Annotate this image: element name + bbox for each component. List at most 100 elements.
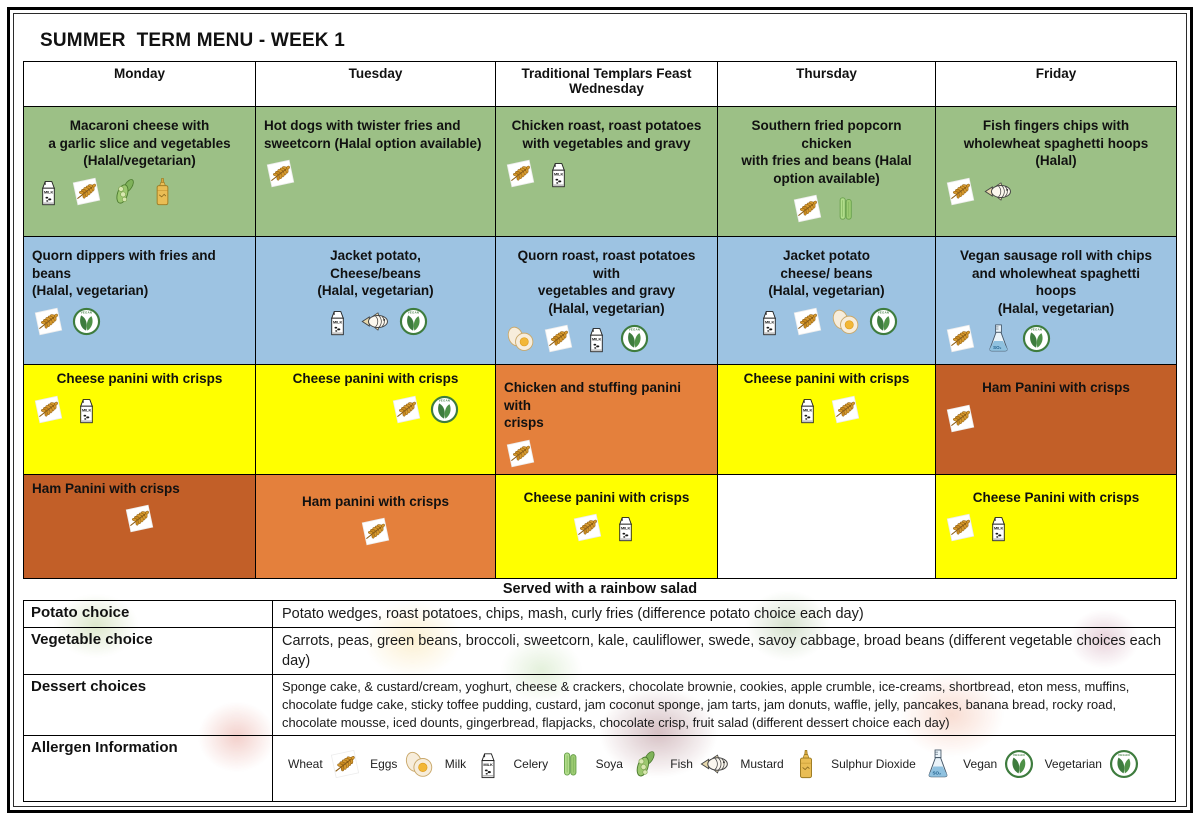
fish-icon	[982, 175, 1015, 208]
milk-icon	[471, 747, 505, 781]
meal-text: Jacket potato, Cheese/beans (Halal, vege…	[317, 248, 434, 299]
allergen-icons	[726, 305, 927, 338]
allergen-icons	[944, 175, 1168, 208]
soya-icon	[628, 747, 662, 781]
menu-cell-mon-veg: Quorn dippers with fries and beans (Hala…	[23, 236, 256, 365]
legend-item-fish: Fish	[670, 747, 732, 781]
allergen-legend: Wheat Eggs Milk Celery Soya Fish Mustard…	[282, 739, 1167, 785]
menu-cell-wed-veg: Quorn roast, roast potatoes with vegetab…	[495, 236, 718, 365]
meal-text: Macaroni cheese with a garlic slice and …	[48, 118, 231, 169]
day-header-thursday: Thursday	[717, 61, 936, 107]
milk-icon	[609, 511, 642, 544]
wheat-icon	[944, 511, 977, 544]
legend-item-wheat: Wheat	[288, 747, 362, 781]
milk-icon	[32, 175, 65, 208]
vegan-icon	[1002, 747, 1036, 781]
allergen-icons	[32, 393, 247, 426]
wheat-icon	[791, 305, 824, 338]
allergen-icons	[944, 322, 1168, 355]
meal-text: Cheese Panini with crisps	[972, 489, 1140, 505]
legend-item-celery: Celery	[514, 747, 588, 781]
menu-cell-tue-veg: Jacket potato, Cheese/beans (Halal, vege…	[255, 236, 496, 365]
allergen-icons	[726, 393, 927, 426]
allergen-icons	[944, 511, 1168, 544]
vegetarian-icon	[70, 305, 103, 338]
meal-text: Chicken and stuffing panini with crisps	[504, 380, 682, 431]
wheat-icon	[542, 322, 575, 355]
menu-cell-tue-panini1: Cheese panini with crisps	[255, 364, 496, 475]
panini-row-2: Ham Panini with crisps Ham panini with c…	[23, 473, 1177, 579]
meal-text: Cheese panini with crisps	[56, 371, 223, 386]
meal-text: Ham Panini with crisps	[32, 480, 180, 496]
allergen-icons	[264, 305, 487, 338]
info-value: Carrots, peas, green beans, broccoli, sw…	[272, 626, 1176, 675]
wheat-icon	[791, 192, 824, 225]
vegetarian-main-row: Quorn dippers with fries and beans (Hala…	[23, 236, 1177, 365]
day-header-wednesday: Traditional Templars Feast Wednesday	[495, 61, 718, 107]
allergen-icons	[32, 502, 247, 535]
meal-text: Quorn roast, roast potatoes with vegetab…	[517, 248, 696, 316]
wheat-icon	[70, 175, 103, 208]
day-header-monday: Monday	[23, 61, 256, 107]
meal-text: Hot dogs with twister fries and sweetcor…	[264, 118, 482, 151]
vegetarian-icon	[618, 322, 651, 355]
legend-item-vegan: Vegan	[963, 747, 1036, 781]
info-label: Potato choice	[23, 599, 273, 628]
wheat-icon	[944, 402, 977, 435]
vegetarian-icon	[867, 305, 900, 338]
milk-icon	[542, 157, 575, 190]
fish-icon	[359, 305, 392, 338]
meal-text: Cheese panini with crisps	[523, 489, 690, 505]
menu-cell-fri-panini2: Cheese Panini with crisps	[935, 473, 1177, 579]
milk-icon	[70, 393, 103, 426]
info-value: Potato wedges, roast potatoes, chips, ma…	[272, 599, 1176, 628]
wheat-icon	[123, 502, 156, 535]
info-label: Vegetable choice	[23, 626, 273, 675]
day-header-friday: Friday	[935, 61, 1177, 107]
meal-text: Cheese panini with crisps	[743, 371, 910, 386]
fish-icon	[698, 747, 732, 781]
wheat-icon	[944, 322, 977, 355]
milk-icon	[753, 305, 786, 338]
meal-text: Ham Panini with crisps	[982, 380, 1130, 395]
soya-icon	[108, 175, 141, 208]
menu-cell-fri-panini1: Ham Panini with crisps	[935, 364, 1177, 475]
menu-cell-tue-main: Hot dogs with twister fries and sweetcor…	[255, 106, 496, 237]
menu-cell-wed-panini1: Chicken and stuffing panini with crisps	[495, 364, 718, 475]
legend-item-vegetarian: Vegetarian	[1045, 747, 1141, 781]
legend-item-sulphur-dioxide: Sulphur Dioxide	[831, 747, 955, 781]
menu-cell-wed-main: Chicken roast, roast potatoes with veget…	[495, 106, 718, 237]
menu-cell-fri-veg: Vegan sausage roll with chips and wholew…	[935, 236, 1177, 365]
meal-text: Ham panini with crisps	[301, 493, 450, 509]
day-header-row: Monday Tuesday Traditional Templars Feas…	[23, 61, 1177, 107]
menu-cell-mon-main: Macaroni cheese with a garlic slice and …	[23, 106, 256, 237]
meal-text: Cheese panini with crisps	[292, 371, 459, 386]
meal-text: Vegan sausage roll with chips and wholew…	[959, 248, 1153, 316]
allergen-icons	[32, 305, 247, 338]
allergen-icons	[504, 511, 709, 544]
legend-item-soya: Soya	[596, 747, 662, 781]
menu-cell-thu-main: Southern fried popcorn chicken with frie…	[717, 106, 936, 237]
wheat-icon	[504, 437, 537, 470]
allergen-icons	[504, 157, 709, 190]
vegetarian-icon	[1107, 747, 1141, 781]
allergen-icons	[32, 175, 247, 208]
wheat-icon	[32, 393, 65, 426]
menu-cell-mon-panini2: Ham Panini with crisps	[23, 473, 256, 579]
allergen-icons	[504, 437, 709, 470]
panini-row-1: Cheese panini with crisps Cheese panini …	[23, 364, 1177, 475]
allergen-legend-cell: Wheat Eggs Milk Celery Soya Fish Mustard…	[272, 734, 1176, 802]
legend-item-eggs: Eggs	[370, 747, 436, 781]
milk-icon	[580, 322, 613, 355]
mustard-icon	[789, 747, 823, 781]
eggs-icon	[402, 747, 436, 781]
menu-cell-fri-main: Fish fingers chips with wholewheat spagh…	[935, 106, 1177, 237]
wheat-icon	[328, 747, 362, 781]
info-row-vegetable: Vegetable choice Carrots, peas, green be…	[23, 626, 1176, 675]
celery-icon	[829, 192, 862, 225]
info-row-allergen: Allergen Information Wheat Eggs Milk Cel…	[23, 734, 1176, 802]
milk-icon	[321, 305, 354, 338]
wheat-icon	[32, 305, 65, 338]
wheat-icon	[829, 393, 862, 426]
allergen-icons	[726, 192, 927, 225]
